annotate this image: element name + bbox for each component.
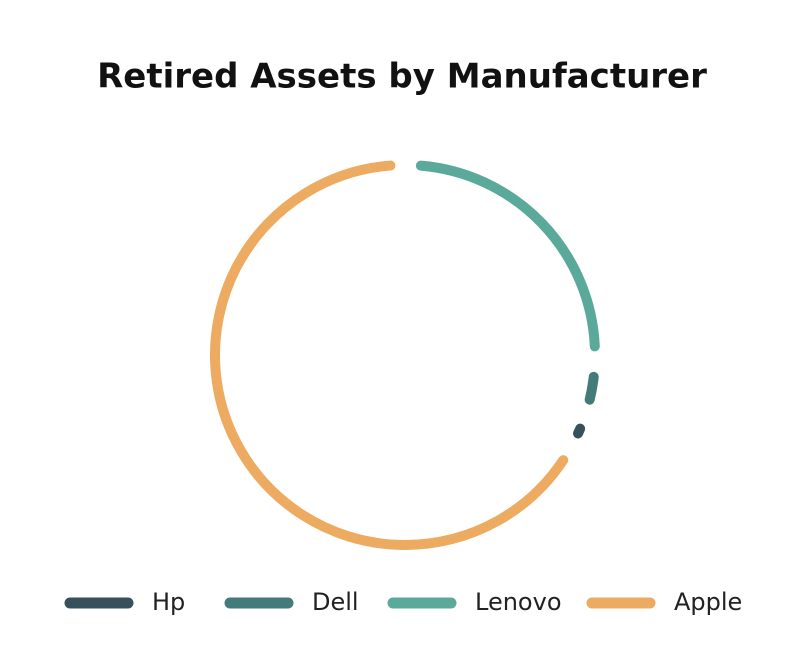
legend-label: Hp [152,588,185,616]
legend-label: Lenovo [475,588,562,616]
legend-label: Apple [674,588,742,616]
chart-title: Retired Assets by Manufacturer [97,57,707,97]
legend-label: Dell [312,588,359,616]
ring-segment [210,160,569,550]
ring-segment [573,423,586,439]
ring-segment [415,160,600,352]
ring-segment [584,371,599,405]
